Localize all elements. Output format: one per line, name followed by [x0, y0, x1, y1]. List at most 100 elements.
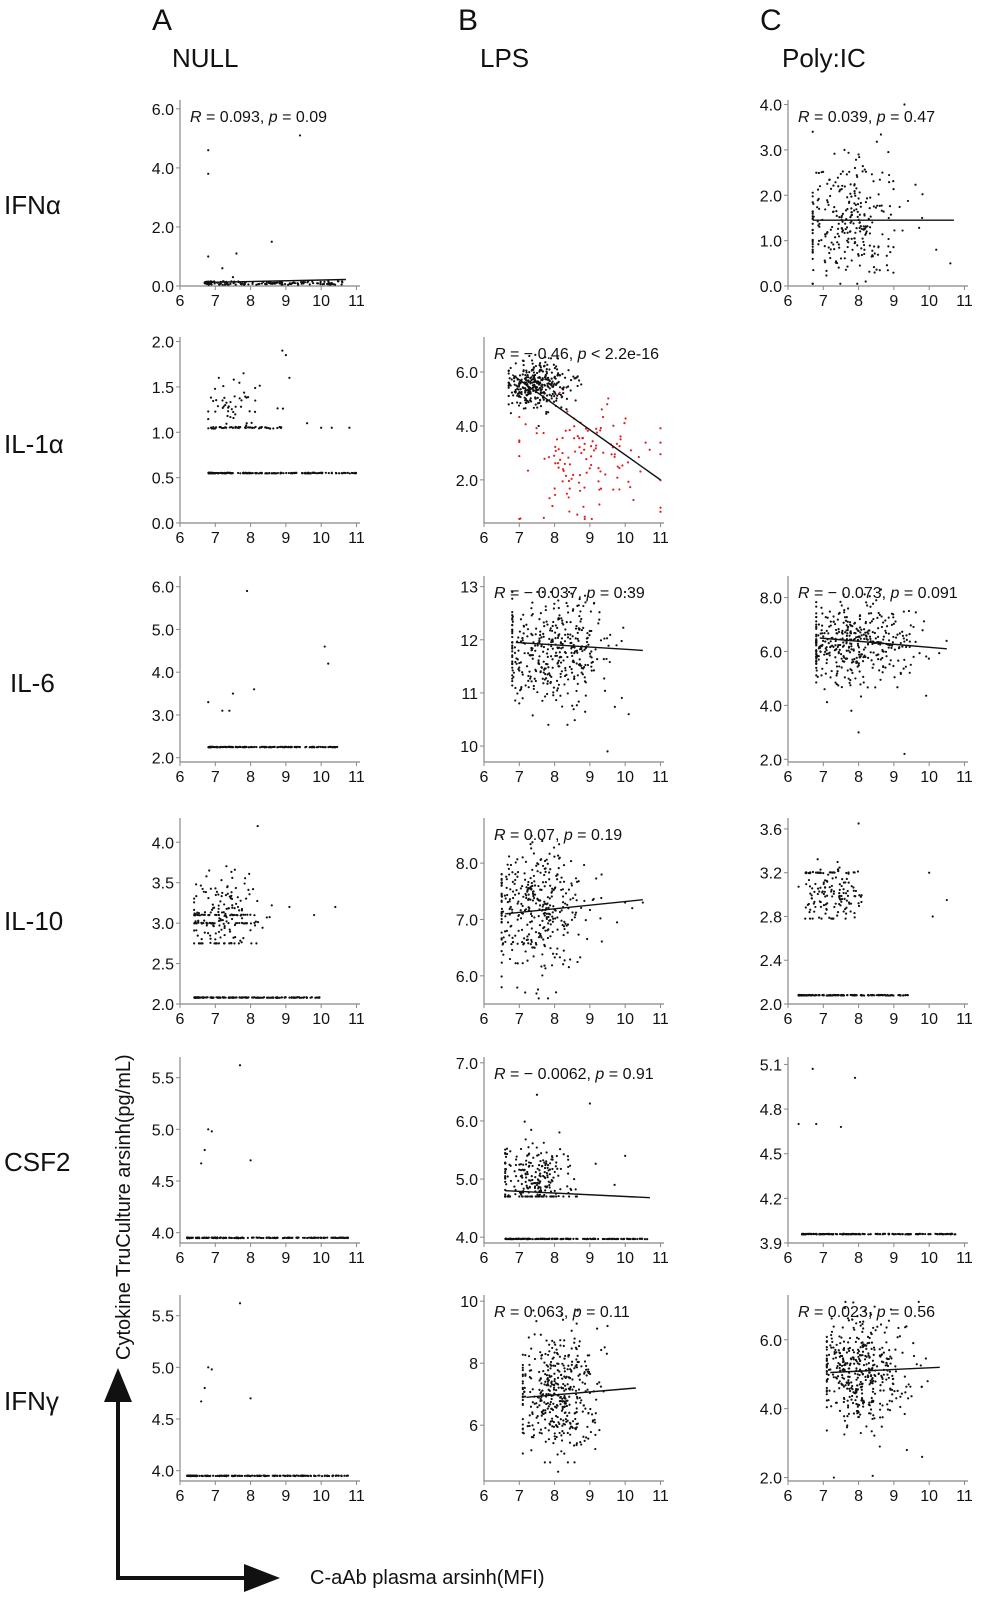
column-title-null: NULL [172, 43, 238, 73]
data-point [242, 391, 246, 394]
data-point [544, 376, 547, 379]
data-point [627, 480, 630, 483]
data-point [543, 945, 547, 948]
data-point [543, 1461, 546, 1464]
data-point [522, 943, 525, 946]
data-point [525, 369, 528, 372]
row-label-il10: IL-10 [4, 906, 63, 936]
data-point [518, 1195, 521, 1198]
data-point [536, 870, 539, 873]
data-point [572, 708, 575, 711]
data-point [243, 882, 246, 885]
data-point [543, 1166, 547, 1170]
data-point [238, 426, 241, 429]
data-point [838, 648, 841, 651]
data-point [560, 876, 563, 879]
data-point [504, 1171, 507, 1175]
data-point [592, 449, 596, 452]
data-point [893, 648, 896, 651]
data-point [837, 235, 841, 238]
data-point [849, 684, 852, 687]
data-point [541, 864, 545, 868]
data-point [530, 847, 533, 850]
x-tick-label: 6 [176, 1250, 185, 1267]
data-point [277, 745, 280, 749]
data-point [827, 246, 830, 249]
data-point [523, 909, 527, 912]
data-point [844, 917, 847, 920]
y-tick-label: 4.0 [760, 698, 782, 715]
data-point [222, 384, 225, 388]
panel-B-CSF2: 6 7 8 9 10 114.05.06.07.0R = − 0.0062, p = 0.… [456, 1056, 669, 1267]
y-tick-label: 2.0 [760, 997, 782, 1014]
data-point [200, 922, 204, 925]
data-point [828, 916, 831, 919]
data-point [567, 611, 570, 614]
data-point [860, 253, 863, 257]
data-point [553, 493, 557, 497]
data-point [559, 393, 562, 396]
row-label-il6: IL-6 [10, 668, 55, 698]
data-point [265, 426, 268, 429]
data-point [837, 630, 841, 633]
data-point [258, 384, 261, 387]
data-point [303, 996, 306, 999]
data-point [868, 270, 871, 273]
data-point [522, 1187, 525, 1190]
data-point [544, 870, 547, 873]
data-point [511, 896, 515, 900]
data-point [234, 283, 237, 286]
data-point [843, 250, 846, 254]
data-point [574, 637, 577, 640]
data-point [851, 625, 854, 628]
data-point [542, 660, 545, 663]
data-point [524, 1163, 528, 1166]
data-point [809, 908, 812, 911]
data-point [536, 1167, 539, 1170]
data-point [342, 1236, 345, 1239]
data-point [838, 246, 841, 249]
data-point [562, 963, 565, 966]
data-point [215, 1237, 218, 1240]
data-point [213, 942, 216, 945]
data-point [583, 665, 586, 669]
data-point [583, 515, 586, 518]
data-point [818, 185, 822, 188]
data-point [841, 220, 844, 223]
data-point [811, 232, 814, 235]
data-point [568, 428, 571, 432]
data-point [563, 1339, 566, 1342]
data-point [566, 723, 569, 726]
data-point [846, 669, 849, 672]
data-point [845, 899, 848, 902]
data-point [553, 1377, 556, 1381]
data-point [542, 632, 545, 635]
data-point [871, 666, 874, 669]
data-point [222, 942, 226, 945]
data-point [817, 239, 821, 242]
data-point [505, 878, 508, 881]
data-point [527, 652, 530, 655]
data-point [824, 672, 827, 675]
data-point [830, 241, 833, 244]
data-point [578, 658, 581, 661]
data-point [509, 863, 513, 867]
data-point [249, 1159, 252, 1162]
data-point [515, 384, 518, 387]
data-point [514, 362, 517, 365]
data-point [516, 401, 519, 404]
data-point [845, 226, 849, 229]
data-point [223, 926, 226, 930]
data-point [860, 634, 863, 637]
data-point [571, 1388, 574, 1391]
data-point [857, 252, 860, 256]
data-point [289, 745, 292, 748]
data-point [215, 399, 218, 402]
data-point [811, 201, 814, 204]
data-point [557, 843, 561, 846]
data-point [546, 1402, 550, 1405]
data-point [555, 689, 559, 692]
data-point [892, 635, 895, 639]
data-point [258, 282, 261, 286]
data-point [544, 373, 547, 377]
